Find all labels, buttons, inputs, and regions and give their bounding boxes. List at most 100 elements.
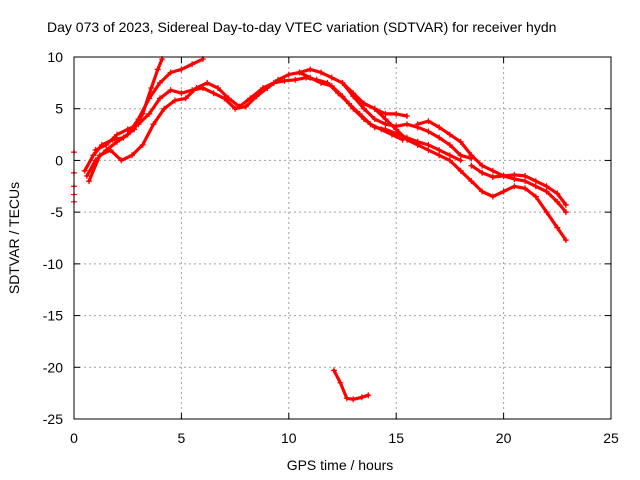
- data-point: [382, 110, 389, 117]
- data-point: [436, 147, 443, 154]
- data-point: [543, 188, 550, 195]
- data-point: [81, 167, 88, 174]
- data-point: [554, 198, 561, 205]
- data-point: [365, 392, 372, 399]
- data-point: [468, 152, 475, 159]
- data-point: [457, 157, 464, 164]
- data-point: [543, 183, 550, 190]
- data-point: [479, 169, 486, 176]
- data-point: [135, 121, 142, 128]
- data-point: [182, 95, 189, 102]
- data-point: [479, 188, 486, 195]
- x-tick-label: 0: [70, 430, 78, 446]
- data-point: [562, 209, 569, 216]
- data-point: [204, 79, 211, 86]
- axis-ticks: [73, 56, 612, 420]
- data-point: [360, 100, 367, 107]
- data-point: [562, 237, 569, 244]
- data-point: [189, 61, 196, 68]
- data-point: [436, 152, 443, 159]
- data-point: [403, 136, 410, 143]
- data-point: [360, 105, 367, 112]
- data-point: [457, 138, 464, 145]
- data-point: [403, 121, 410, 128]
- data-point: [199, 85, 206, 92]
- data-point: [446, 157, 453, 164]
- data-point: [511, 171, 518, 178]
- x-tick-labels: 0 5 10 15 20 25: [70, 430, 619, 446]
- data-point: [307, 66, 314, 73]
- x-tick-label: 15: [388, 430, 404, 446]
- data-point: [382, 126, 389, 133]
- series-arc-1: [81, 56, 166, 174]
- y-tick-label: 5: [55, 101, 63, 117]
- y-tick-label: -20: [43, 359, 63, 375]
- data-point: [221, 95, 228, 102]
- data-point: [350, 105, 357, 112]
- data-point: [532, 193, 539, 200]
- data-point: [468, 178, 475, 185]
- data-point: [178, 90, 185, 97]
- data-point: [92, 147, 99, 154]
- data-point: [242, 103, 249, 110]
- data-point: [90, 152, 97, 159]
- data-point: [339, 79, 346, 86]
- data-point: [292, 76, 299, 83]
- data-point: [139, 141, 146, 148]
- data-point: [154, 66, 161, 73]
- data-point: [562, 201, 569, 208]
- data-point: [296, 69, 303, 76]
- data-point: [479, 162, 486, 169]
- data-point: [522, 178, 529, 185]
- data-point: [214, 85, 221, 92]
- data-point: [318, 79, 325, 86]
- data-point: [107, 147, 114, 154]
- y-axis-label: SDTVAR / TECUs: [6, 182, 22, 294]
- series-line: [83, 57, 164, 173]
- plot-frame: [73, 56, 612, 420]
- data-point: [468, 162, 475, 169]
- grid: [74, 57, 611, 419]
- data-point: [436, 124, 443, 131]
- data-point: [500, 188, 507, 195]
- data-point: [532, 178, 539, 185]
- data-point: [489, 193, 496, 200]
- data-point: [393, 110, 400, 117]
- data-point: [382, 121, 389, 128]
- data-traces: [71, 56, 569, 403]
- data-point: [178, 66, 185, 73]
- data-point: [543, 209, 550, 216]
- data-point: [382, 116, 389, 123]
- series-line: [416, 119, 568, 214]
- data-point: [532, 183, 539, 190]
- series-arc-8: [414, 118, 569, 216]
- data-point: [425, 147, 432, 154]
- data-point: [253, 93, 260, 100]
- y-tick-label: -15: [43, 308, 63, 324]
- data-point: [86, 178, 93, 185]
- series-arc-6: [339, 79, 410, 119]
- data-point: [275, 76, 282, 83]
- data-point: [403, 112, 410, 119]
- data-point: [425, 141, 432, 148]
- data-point: [135, 116, 142, 123]
- data-point: [113, 138, 120, 145]
- data-point: [189, 87, 196, 94]
- data-point: [146, 95, 153, 102]
- data-point: [161, 105, 168, 112]
- data-point: [167, 69, 174, 76]
- data-point: [83, 172, 90, 179]
- series-arc-7: [360, 100, 569, 244]
- data-point: [489, 167, 496, 174]
- data-point: [457, 152, 464, 159]
- x-tick-label: 20: [496, 430, 512, 446]
- data-point: [330, 367, 337, 374]
- y-tick-label: 10: [47, 49, 63, 65]
- data-point: [425, 118, 432, 125]
- x-tick-label: 10: [281, 430, 297, 446]
- data-point: [343, 395, 350, 402]
- data-point: [446, 152, 453, 159]
- y-tick-label: -10: [43, 256, 63, 272]
- data-point: [148, 85, 155, 92]
